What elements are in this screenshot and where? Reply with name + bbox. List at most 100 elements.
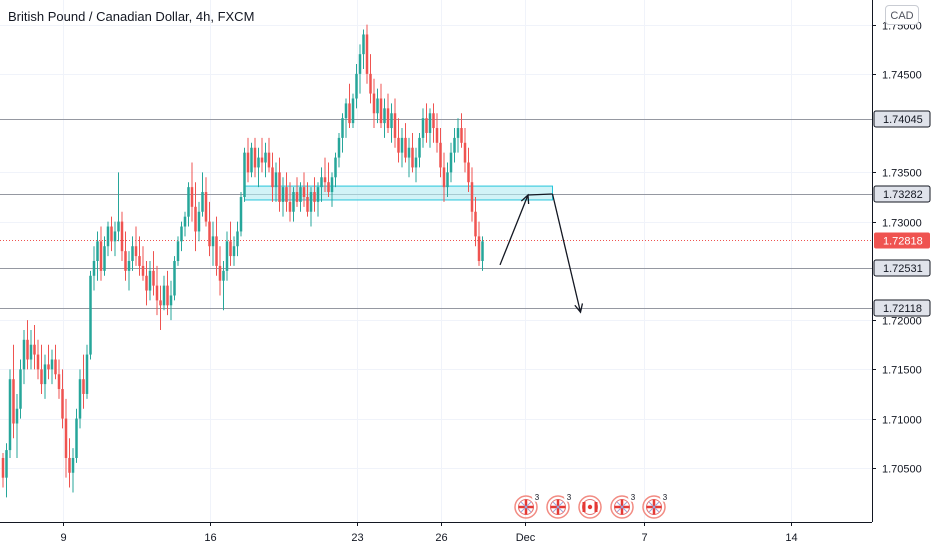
candle-body-up	[71, 457, 75, 473]
candle-body-down	[365, 34, 369, 74]
flag-band-right	[594, 502, 598, 512]
candle-body-up	[456, 128, 460, 138]
candle-body-down	[194, 206, 197, 232]
event-count-badge	[532, 492, 542, 502]
uk-flag-icon[interactable]: 3	[610, 492, 638, 519]
candle-body-down	[120, 221, 124, 252]
candle-body-up	[390, 113, 393, 129]
candle-body-up	[428, 113, 432, 133]
price-tag-background	[873, 299, 931, 317]
candle-body-down	[218, 265, 222, 281]
candle-body-up	[96, 241, 99, 261]
candle-body-down	[369, 73, 372, 94]
flag-band-left	[582, 502, 586, 512]
candle-body-down	[40, 369, 43, 385]
candle-body-up	[376, 98, 379, 114]
candle-body-up	[243, 152, 246, 197]
time-tick-label: 7	[641, 532, 647, 544]
uk-flag-icon[interactable]: 3	[514, 492, 542, 519]
candle-body-up	[320, 177, 323, 188]
candle-body-up	[414, 157, 418, 168]
uk-flag-icon[interactable]: 3	[642, 492, 670, 519]
event-ring	[610, 495, 634, 519]
event-count-badge	[660, 492, 670, 502]
price-tag-background	[874, 232, 930, 249]
zone-rectangle	[244, 185, 553, 201]
time-tick-label: 16	[204, 532, 216, 544]
candle-body-up	[407, 147, 411, 158]
price-tick-label: 1.71500	[882, 365, 922, 377]
candle-body-up	[148, 270, 152, 291]
price-tag: 1.72818	[874, 232, 930, 249]
time-axis[interactable]: 9 16 23 26 Dec 7 14	[60, 522, 798, 544]
candle-body-down	[155, 285, 159, 301]
event-count-label: 3	[631, 493, 636, 502]
candle-body-down	[1, 457, 5, 478]
candle-body-down	[348, 103, 351, 124]
candle-body-down	[36, 354, 40, 370]
economic-events[interactable]: 3 3 3 3	[514, 492, 670, 519]
projection-arrow-head	[574, 303, 584, 314]
candle-body-up	[239, 196, 243, 232]
price-tick-label: 1.74500	[882, 70, 922, 82]
candle-body-down	[463, 142, 467, 163]
candle-body-down	[386, 108, 390, 129]
projection-connector	[527, 193, 553, 196]
candle-body-down	[124, 251, 127, 271]
candle-body-down	[33, 344, 36, 355]
candle-body-up	[358, 54, 362, 74]
candle-body-up	[281, 187, 285, 202]
candle-body-down	[271, 167, 274, 188]
candle-body-up	[127, 261, 131, 271]
candle-body-down	[425, 118, 428, 133]
price-tick-label: 1.73000	[882, 218, 922, 230]
candle-body-up	[334, 157, 337, 178]
candle-body-down	[442, 167, 446, 188]
candle-body-up	[383, 108, 386, 124]
projection-arrow-line	[499, 194, 529, 266]
candle-body-down	[159, 300, 162, 306]
event-ring	[578, 495, 602, 519]
candle-body-down	[285, 187, 288, 202]
candle-body-up	[316, 187, 320, 202]
price-tag-background	[873, 110, 931, 128]
candle-body-down	[432, 113, 435, 129]
candle-body-down	[323, 177, 327, 183]
candle-body-up	[131, 246, 134, 261]
candle-body-down	[99, 241, 103, 271]
event-count-label: 3	[663, 493, 668, 502]
candle-body-down	[61, 389, 64, 419]
candle-body-down	[246, 152, 250, 173]
price-tag: 1.73282	[873, 185, 931, 203]
candle-body-down	[288, 201, 292, 212]
price-tag-label: 1.74045	[883, 114, 923, 126]
candle-body-down	[474, 211, 477, 237]
candle-body-up	[50, 359, 54, 370]
candle-body-up	[117, 221, 120, 232]
candle-body-down	[278, 172, 281, 202]
candle-body-up	[106, 226, 110, 247]
price-tag-background	[873, 259, 931, 277]
candle-body-down	[477, 236, 481, 261]
candle-body-down	[302, 187, 306, 197]
candle-body-down	[110, 226, 113, 242]
candle-body-down	[327, 182, 330, 193]
event-ring	[514, 495, 538, 519]
uk-flag-icon[interactable]: 3	[546, 492, 574, 519]
time-tick-label: Dec	[516, 532, 536, 544]
candle-body-down	[208, 221, 211, 247]
candle-body-down	[145, 275, 148, 291]
price-tick-label: 1.71000	[882, 415, 922, 427]
flag-diagonal	[648, 501, 660, 513]
candle-body-down	[138, 256, 141, 266]
price-tag-background	[873, 185, 931, 203]
canada-flag-icon[interactable]	[578, 495, 602, 519]
candle-body-up	[75, 418, 78, 458]
candle-body-up	[8, 379, 12, 451]
currency-button[interactable]: CAD	[885, 5, 919, 25]
projection-arrows	[499, 193, 584, 314]
candle-body-up	[201, 192, 204, 212]
candle-body-up	[362, 34, 365, 55]
time-tick-label: 26	[435, 532, 447, 544]
